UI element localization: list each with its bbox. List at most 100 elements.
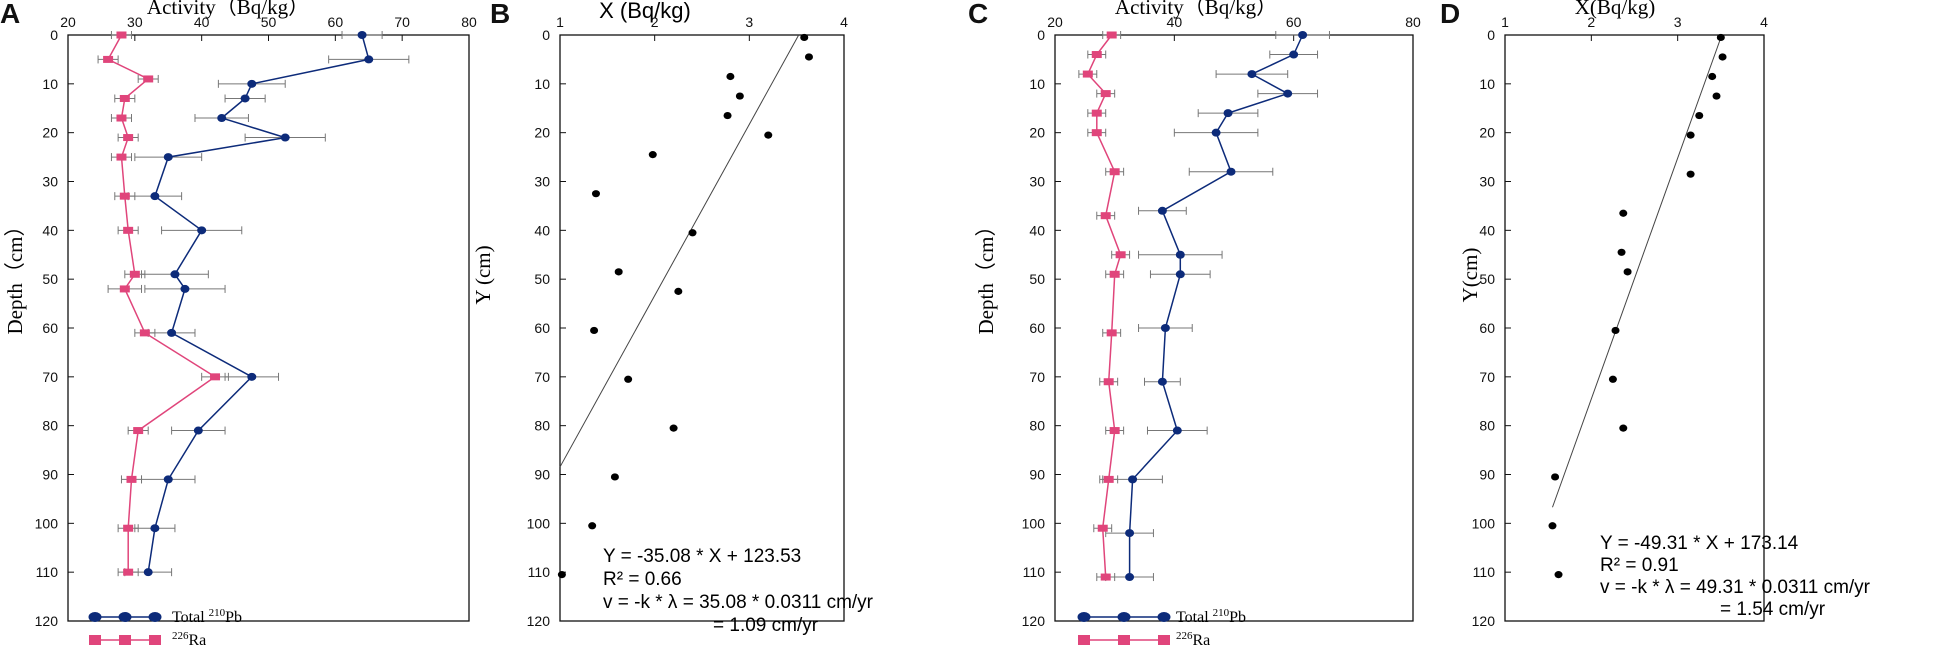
panel-d-point <box>1718 53 1727 61</box>
panel-a-y-tick-label: 80 <box>42 418 58 434</box>
panel-a-y-tick-label: 20 <box>42 125 58 141</box>
panel-c-ra-point <box>1100 212 1111 220</box>
panel-b-x-tick-label: 1 <box>556 14 564 30</box>
panel-b-y-tick-label: 30 <box>534 174 550 190</box>
panel-a-ra-point <box>116 31 127 39</box>
panel-b-y-tick-label: 110 <box>528 564 551 580</box>
panel-c-ra-point <box>1097 524 1108 532</box>
legend-total-pb-marker <box>1157 612 1171 622</box>
panel-a-total-pb-point <box>150 524 160 533</box>
panel-a-total-pb-point <box>247 79 257 88</box>
panel-b-point <box>674 287 683 295</box>
panel-b-y-tick-label: 70 <box>534 369 550 385</box>
panel-b-point <box>614 268 623 276</box>
panel-a-x-tick-label: 70 <box>394 14 410 30</box>
panel-c-y-tick-label: 40 <box>1029 222 1045 238</box>
panel-d-point <box>1623 268 1632 276</box>
panel-c-plot-area: 20 40 60 80 0 10 20 30 40 50 60 70 80 90 100 110 120 <box>1022 14 1421 629</box>
panel-a-total-pb-point <box>180 284 190 293</box>
panel-d-point <box>1695 111 1704 120</box>
panel-d-y-tick-label: 120 <box>1472 613 1496 629</box>
panel-c-ra-point <box>1091 129 1102 137</box>
panel-c-total-pb-point <box>1125 573 1135 582</box>
legend-total-pb: Total 210Pb <box>1077 607 1246 626</box>
panel-a-ra-point <box>123 226 134 234</box>
panel-b-y-tick-label: 0 <box>542 27 550 43</box>
panel-a-y-tick-label: 110 <box>36 564 59 580</box>
panel-c-letter: C <box>968 0 988 29</box>
panel-b-annotation: Y = -35.08 * X + 123.53 R² = 0.66 v = -k… <box>603 546 874 636</box>
panel-b-point <box>735 92 744 100</box>
panel-c-x-tick-label: 20 <box>1047 14 1063 30</box>
panel-a-ra-point <box>129 270 140 278</box>
panel-d-x-tick-label: 1 <box>1501 14 1509 30</box>
legend-total-pb-marker <box>118 612 132 622</box>
panel-d-y-title: Y(cm) <box>1458 248 1482 303</box>
panel-c-y-tick-label: 70 <box>1029 369 1045 385</box>
panel-c-ra-point <box>1103 475 1114 483</box>
panel-a-x-tick-label: 30 <box>127 14 143 30</box>
panel-a-letter: A <box>0 0 20 29</box>
panel-b-y-tick-label: 120 <box>527 613 551 629</box>
panel-b-x-title: X (Bq/kg) <box>599 0 691 23</box>
legend-ra-marker <box>1158 635 1170 645</box>
panel-c-total-pb-point <box>1172 426 1182 435</box>
panel-c-x-tick-label: 60 <box>1286 14 1302 30</box>
panel-a-y-title: Depth（cm） <box>3 216 27 335</box>
panel-a: A Activity（Bq/kg） Depth（cm） 20 30 40 50 60 70… <box>0 0 477 649</box>
panel-a-total-pb-point <box>217 114 227 123</box>
panel-c-total-pb-point <box>1125 529 1135 538</box>
panel-a-ra-point <box>116 153 127 161</box>
panel-b-fit-line <box>559 34 800 468</box>
panel-b-equation: Y = -35.08 * X + 123.53 <box>603 546 801 567</box>
panel-a-y-tick-label: 50 <box>42 271 58 287</box>
panel-d-point <box>1716 33 1725 42</box>
panel-b-point <box>726 72 735 81</box>
panel-c-y-tick-label: 100 <box>1022 515 1046 531</box>
panel-b-y-tick-label: 50 <box>534 271 550 287</box>
panel-c-legend: Total 210Pb 226Ra <box>1077 607 1246 649</box>
panel-d-y-tick-label: 60 <box>1479 320 1495 336</box>
panel-b-y-tick-label: 10 <box>534 76 550 92</box>
legend-total-pb-marker <box>1077 612 1091 622</box>
panel-c: C Activity（Bq/kg） Depth（cm） 20 40 60 800102… <box>968 0 1421 649</box>
panel-c-ra-point <box>1109 168 1120 176</box>
panel-d-fit-line <box>1552 34 1723 508</box>
panel-d-point <box>1708 72 1717 81</box>
legend-total-pb-label: Total 210Pb <box>172 607 242 626</box>
panel-b-y-title: Y (cm) <box>471 245 495 304</box>
panel-a-x-tick-label: 40 <box>194 14 210 30</box>
panel-a-y-tick-label: 100 <box>35 515 59 531</box>
panel-c-ra-point <box>1115 251 1126 259</box>
panel-d-y-tick-label: 100 <box>1472 515 1496 531</box>
legend-ra-label: 226Ra <box>172 630 206 649</box>
panel-a-y-tick-label: 70 <box>42 369 58 385</box>
panel-d-velocity: v = -k * λ = 49.31 * 0.0311 cm/yr <box>1600 577 1871 598</box>
panel-c-ra-point <box>1103 378 1114 386</box>
panel-c-total-pb-point <box>1226 167 1236 176</box>
panel-a-plot-area: 20 30 40 50 60 70 80 0 10 20 30 40 50 60 70 80 90 100 110 1… <box>35 14 477 629</box>
legend-ra: 226Ra <box>89 630 206 649</box>
panel-b-point <box>764 131 773 139</box>
legend-total-pb: Total 210Pb <box>88 607 242 626</box>
panel-c-y-tick-label: 50 <box>1029 271 1045 287</box>
panel-a-ra-point <box>116 114 127 122</box>
panel-a-y-tick-label: 10 <box>42 76 58 92</box>
panel-d-y-tick-label: 90 <box>1479 467 1495 483</box>
panel-d-x-tick-label: 2 <box>1587 14 1595 30</box>
legend-ra-label: 226Ra <box>1176 630 1210 649</box>
panel-b-point <box>591 190 600 198</box>
panel-c-total-pb-point <box>1157 206 1167 215</box>
panel-c-y-tick-label: 110 <box>1023 564 1046 580</box>
panel-d-velocity-result: = 1.54 cm/yr <box>1720 599 1826 620</box>
panel-c-x-tick-label: 80 <box>1405 14 1421 30</box>
panel-d-point <box>1554 571 1563 579</box>
panel-c-y-tick-label: 90 <box>1029 467 1045 483</box>
panel-d-point <box>1551 473 1560 481</box>
panel-b-y-tick-label: 80 <box>534 418 550 434</box>
panel-d-y-tick-label: 30 <box>1479 174 1495 190</box>
legend-ra-marker <box>119 635 131 645</box>
panel-c-ra-line <box>1086 34 1122 578</box>
panel-b-velocity: v = -k * λ = 35.08 * 0.0311 cm/yr <box>603 592 874 613</box>
